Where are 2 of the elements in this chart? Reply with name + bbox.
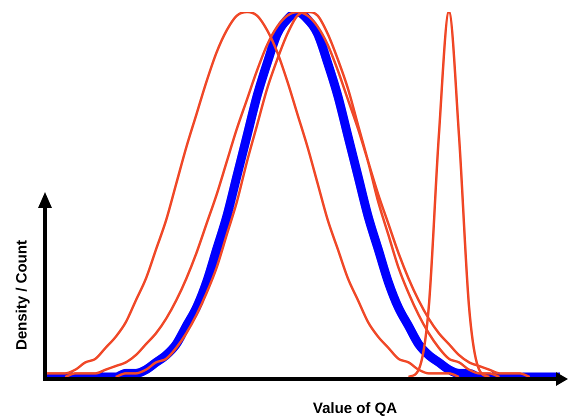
x-axis-title: Value of QA [312,400,398,417]
y-axis-title: Density / Count [14,240,30,350]
